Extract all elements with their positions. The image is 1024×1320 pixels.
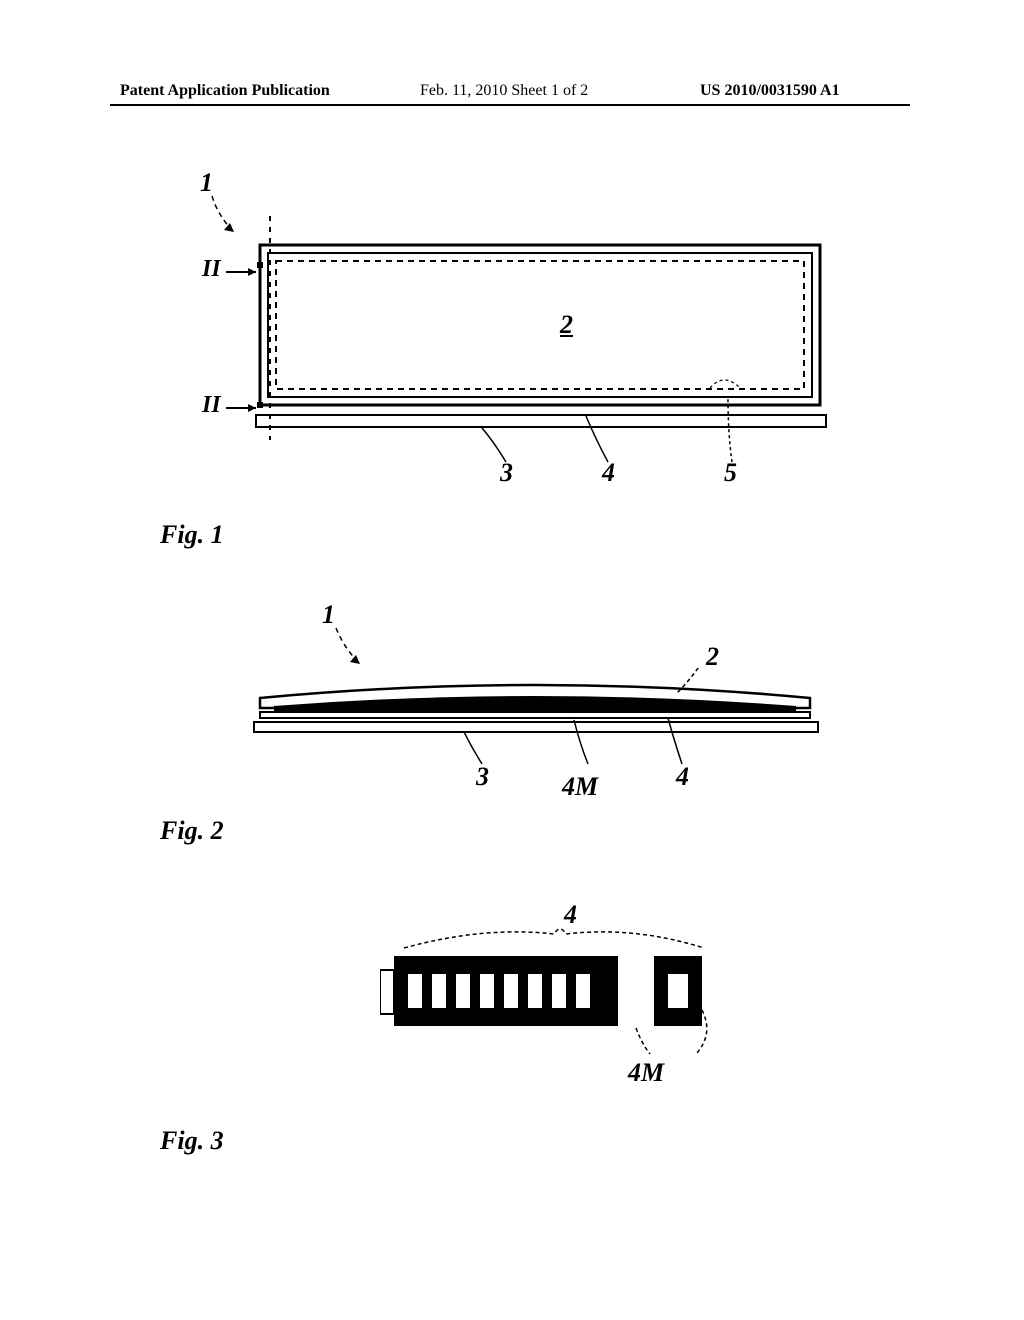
ref-5-fig1: 5 — [724, 458, 737, 488]
figure-1: 1 II — [0, 160, 1024, 540]
ref-3-fig1: 3 — [500, 458, 513, 488]
fig1-label: Fig. 1 — [160, 520, 224, 550]
section-mark-bottom: II — [202, 392, 221, 419]
ref-4m-fig3: 4M — [628, 1058, 664, 1088]
ref-2-fig1: 2 — [560, 310, 573, 340]
ref-2-fig2: 2 — [706, 642, 719, 672]
figure-2: 1 2 3 4M 4 Fig. 2 — [0, 600, 1024, 860]
page: Patent Application Publication Feb. 11, … — [0, 0, 1024, 1320]
header-center: Feb. 11, 2010 Sheet 1 of 2 — [420, 82, 588, 100]
brace-4-fig3 — [384, 920, 724, 956]
header-right: US 2010/0031590 A1 — [700, 82, 840, 100]
fig3-label: Fig. 3 — [160, 1126, 224, 1156]
fig1-drawing — [250, 210, 870, 470]
header-rule — [110, 104, 910, 106]
ref-4m-fig2: 4M — [562, 772, 598, 802]
header-left: Patent Application Publication — [120, 82, 330, 100]
section-arrow-bottom — [226, 400, 266, 416]
ref-4-fig2: 4 — [676, 762, 689, 792]
section-arrow-top — [226, 264, 266, 280]
ref-4-fig1: 4 — [602, 458, 615, 488]
fig2-label: Fig. 2 — [160, 816, 224, 846]
fig3-drawing — [380, 954, 720, 1064]
fig2-drawing — [250, 668, 830, 778]
ref-3-fig2: 3 — [476, 762, 489, 792]
figure-3: 4 4M Fig. 3 — [0, 900, 1024, 1160]
section-mark-top: II — [202, 256, 221, 283]
